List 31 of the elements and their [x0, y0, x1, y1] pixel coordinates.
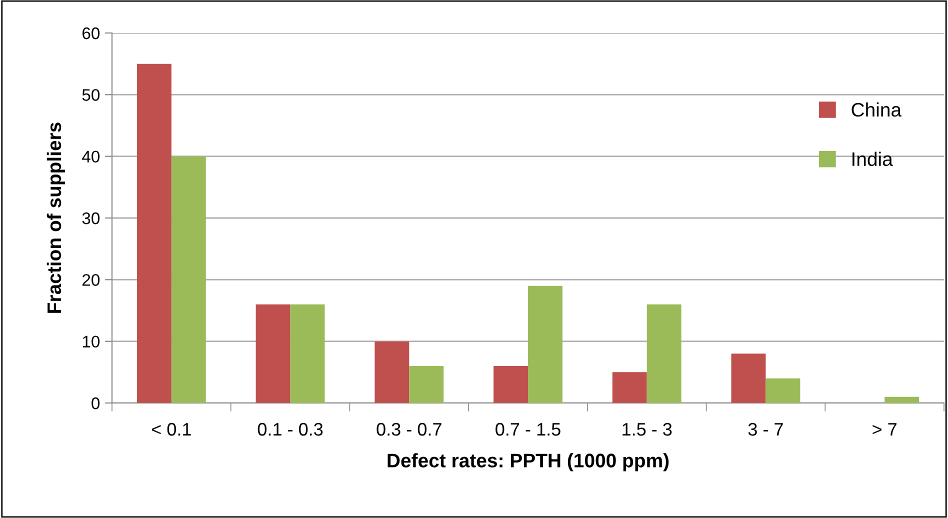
y-tick-label: 50	[82, 89, 100, 101]
bar	[409, 366, 444, 403]
bar	[884, 396, 920, 403]
legend-label: India	[852, 152, 893, 166]
bar	[374, 341, 410, 403]
bar	[528, 286, 562, 403]
x-tick-label: > 7	[872, 423, 896, 436]
bar	[731, 354, 766, 403]
bar	[494, 366, 528, 403]
y-tick-label: 40	[82, 150, 100, 163]
bar	[646, 304, 682, 403]
y-tick-label: 0	[92, 397, 100, 410]
x-tick-label: 0.7 - 1.5	[496, 422, 560, 436]
x-tick-label: 3 - 7	[748, 422, 783, 436]
legend-label: China	[852, 102, 902, 117]
bar	[136, 64, 172, 403]
y-tick-label: 30	[82, 212, 100, 224]
y-tick-label: 20	[82, 274, 100, 286]
x-tick-label: 0.3 - 0.7	[376, 422, 442, 436]
y-axis-title: Fraction of suppliers	[46, 122, 65, 313]
bar	[256, 304, 290, 403]
y-tick-label: 60	[82, 27, 100, 40]
x-tick-label: 1.5 - 3	[622, 422, 672, 436]
x-tick-label: < 0.1	[152, 422, 191, 436]
bar	[612, 372, 647, 403]
bar	[171, 156, 206, 403]
bar	[290, 304, 325, 403]
x-tick-label: 0.1 - 0.3	[258, 422, 323, 436]
bar	[766, 378, 800, 403]
x-axis-title: Defect rates: PPTH (1000 ppm)	[388, 453, 669, 472]
y-tick-label: 10	[82, 336, 100, 348]
